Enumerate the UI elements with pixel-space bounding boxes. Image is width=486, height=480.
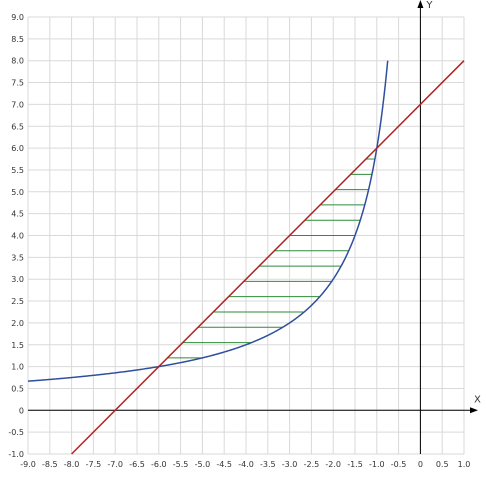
y-tick-label: 4.5 xyxy=(11,210,24,219)
y-tick-label: -1.0 xyxy=(8,450,24,459)
series-line-1 xyxy=(27,60,389,382)
x-tick-label: -6.0 xyxy=(151,460,167,469)
x-tick-label: -2.5 xyxy=(304,460,320,469)
x-tick-label: -9.0 xyxy=(20,460,36,469)
x-tick-label: 0 xyxy=(418,460,423,469)
y-axis-arrow xyxy=(417,0,424,8)
x-tick-labels: -9.0 -8.5 -8.0 -7.5 -7.0 -6.5 -6.0 -5.5 -5.0 -4.5… xyxy=(20,460,470,469)
y-tick-label: 1.0 xyxy=(11,363,24,372)
y-tick-label: 1.5 xyxy=(11,341,24,350)
series-lines xyxy=(27,60,465,455)
y-tick-label: 9.0 xyxy=(11,13,24,22)
grid xyxy=(27,16,465,455)
y-tick-label: 0.5 xyxy=(11,384,24,393)
y-tick-label: 7.0 xyxy=(11,100,24,109)
y-tick-labels: -1.0 -0.5 0 0.5 1.0 1.5 2.0 2.5 3.0 3.5 4.0 4.5 5.0 5… xyxy=(8,13,24,459)
shaded-region-hatching xyxy=(167,158,375,359)
y-tick-label: 8.0 xyxy=(11,57,24,66)
y-tick-label: 3.5 xyxy=(11,253,24,262)
y-tick-label: 6.0 xyxy=(11,144,24,153)
y-tick-label: 5.0 xyxy=(11,188,24,197)
y-tick-label: -0.5 xyxy=(8,428,24,437)
x-tick-label: -0.5 xyxy=(391,460,407,469)
x-tick-label: -5.5 xyxy=(173,460,189,469)
x-axis-arrow xyxy=(470,407,478,414)
x-tick-label: -6.5 xyxy=(129,460,145,469)
x-tick-label: -7.0 xyxy=(107,460,123,469)
y-axis-label: Y xyxy=(425,0,433,11)
x-tick-label: -4.0 xyxy=(238,460,254,469)
y-tick-label: 8.5 xyxy=(11,35,24,44)
series-line-2 xyxy=(71,60,465,455)
x-tick-label: 0.5 xyxy=(436,460,449,469)
x-tick-label: -7.5 xyxy=(86,460,102,469)
y-tick-label: 2.0 xyxy=(11,319,24,328)
x-tick-label: -1.0 xyxy=(369,460,385,469)
y-tick-label: 4.0 xyxy=(11,232,24,241)
x-tick-label: -4.5 xyxy=(216,460,232,469)
x-tick-label: -3.0 xyxy=(282,460,298,469)
y-tick-label: 7.5 xyxy=(11,79,24,88)
x-tick-label: -8.0 xyxy=(64,460,80,469)
y-tick-label: 0 xyxy=(19,406,24,415)
y-tick-label: 2.5 xyxy=(11,297,24,306)
x-axis-label: X xyxy=(474,394,481,405)
axes: X Y xyxy=(28,0,481,454)
x-tick-label: -3.5 xyxy=(260,460,276,469)
x-tick-label: -8.5 xyxy=(42,460,58,469)
y-tick-label: 6.5 xyxy=(11,122,24,131)
y-tick-label: 3.0 xyxy=(11,275,24,284)
x-tick-label: -2.0 xyxy=(325,460,341,469)
x-tick-label: -5.0 xyxy=(195,460,211,469)
y-tick-label: 5.5 xyxy=(11,166,24,175)
x-tick-label: 1.0 xyxy=(458,460,471,469)
x-tick-label: -1.5 xyxy=(347,460,363,469)
